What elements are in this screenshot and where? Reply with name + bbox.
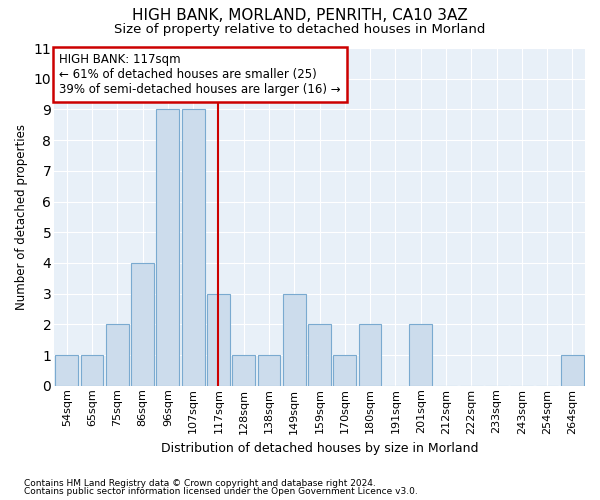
Bar (157, 110, 179, 386)
Text: Contains public sector information licensed under the Open Government Licence v3: Contains public sector information licen… (24, 487, 418, 496)
Bar (359, 324, 382, 386)
Text: Size of property relative to detached houses in Morland: Size of property relative to detached ho… (115, 22, 485, 36)
Bar (207, 294, 230, 386)
Bar (257, 355, 280, 386)
Bar (283, 294, 305, 386)
Text: HIGH BANK: 117sqm
← 61% of detached houses are smaller (25)
39% of semi-detached: HIGH BANK: 117sqm ← 61% of detached hous… (59, 53, 341, 96)
Bar (308, 324, 331, 386)
Bar (55, 355, 78, 386)
Bar (131, 263, 154, 386)
X-axis label: Distribution of detached houses by size in Morland: Distribution of detached houses by size … (161, 442, 478, 455)
Bar (182, 110, 205, 386)
Bar (80, 355, 103, 386)
Y-axis label: Number of detached properties: Number of detached properties (15, 124, 28, 310)
Bar (232, 355, 255, 386)
Bar (334, 355, 356, 386)
Bar (106, 324, 128, 386)
Text: HIGH BANK, MORLAND, PENRITH, CA10 3AZ: HIGH BANK, MORLAND, PENRITH, CA10 3AZ (132, 8, 468, 22)
Text: Contains HM Land Registry data © Crown copyright and database right 2024.: Contains HM Land Registry data © Crown c… (24, 478, 376, 488)
Bar (561, 355, 584, 386)
Bar (409, 324, 432, 386)
